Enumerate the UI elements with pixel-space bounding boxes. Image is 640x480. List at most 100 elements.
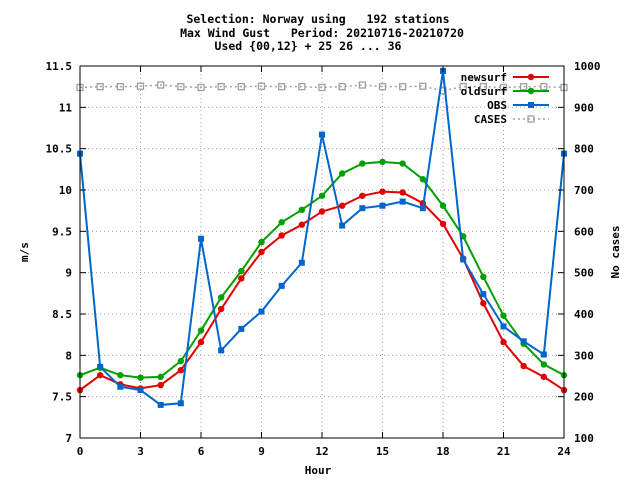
data-point-oldsurf (197, 327, 205, 334)
data-point-cases (157, 81, 165, 89)
data-point-newsurf (258, 248, 265, 256)
data-point-obs (319, 131, 325, 138)
data-point-newsurf (379, 188, 386, 195)
data-point-obs (238, 325, 245, 332)
series-oldsurf (76, 158, 568, 381)
x-tick-label: 3 (137, 445, 144, 458)
data-point-obs (520, 338, 527, 345)
data-point-obs (500, 323, 507, 330)
grid (80, 66, 564, 438)
data-point-obs (97, 363, 104, 370)
title-line-3: Used {00,12} + 25 26 ... 36 (215, 39, 402, 53)
data-point-obs (379, 202, 386, 209)
x-tick-label: 12 (315, 445, 328, 458)
data-point-newsurf (238, 275, 245, 282)
legend-swatch-marker (527, 87, 535, 95)
data-point-oldsurf (540, 361, 548, 368)
y2-tick-label: 100 (574, 432, 594, 445)
data-point-cases (499, 83, 508, 92)
data-point-cases (419, 82, 427, 90)
y2-tick-label: 500 (574, 267, 594, 280)
y2-tick-label: 1000 (574, 60, 601, 73)
data-point-newsurf (359, 192, 366, 199)
data-point-cases (318, 83, 326, 92)
data-point-newsurf (520, 362, 527, 370)
data-point-newsurf (157, 381, 164, 389)
data-point-obs (258, 308, 265, 315)
x-axis-label: Hour (305, 464, 332, 477)
data-point-cases (298, 83, 306, 91)
data-point-oldsurf (298, 206, 306, 214)
data-point-obs (117, 383, 124, 390)
legend-label: newsurf (461, 71, 507, 84)
data-point-obs (339, 222, 346, 229)
data-point-cases (257, 82, 266, 90)
x-tick-label: 21 (497, 445, 511, 458)
data-point-oldsurf (137, 374, 144, 381)
data-point-newsurf (500, 338, 507, 346)
data-point-obs (137, 387, 144, 394)
y2-tick-label: 600 (574, 225, 594, 238)
y2-tick-label: 900 (574, 101, 594, 114)
y2-axis-label: No cases (609, 226, 622, 279)
x-tick-label: 9 (258, 445, 265, 458)
data-point-oldsurf (338, 170, 346, 177)
data-point-cases (378, 83, 387, 91)
series-newsurf (76, 188, 568, 394)
y-tick-label: 8.5 (52, 308, 72, 321)
data-point-cases (278, 83, 286, 91)
y-tick-label: 9.5 (52, 225, 72, 238)
data-point-newsurf (217, 305, 225, 313)
data-point-obs (480, 291, 487, 298)
legend-label: OBS (487, 99, 507, 112)
series-obs (77, 67, 567, 408)
data-point-newsurf (338, 202, 346, 209)
data-point-newsurf (480, 300, 487, 307)
series-cases (76, 81, 568, 95)
data-point-oldsurf (318, 192, 326, 199)
data-point-obs (177, 400, 184, 407)
legend-swatch-marker (528, 102, 534, 108)
data-point-cases (358, 81, 366, 89)
data-point-cases (399, 83, 407, 91)
data-point-obs (298, 259, 305, 266)
y-tick-label: 9 (65, 267, 72, 280)
legend-swatch-marker (527, 73, 535, 81)
data-point-newsurf (197, 338, 205, 346)
data-point-newsurf (298, 221, 306, 228)
data-point-cases (136, 82, 145, 90)
legend-item-obs: OBS (487, 99, 549, 112)
data-point-cases (96, 83, 104, 91)
axis-ticks: 0 3 6 9 12 15 18 21 24 7 7.5 8 8.5 9 9.5 10 10.5 11 11.5 10… (46, 60, 601, 458)
data-point-obs (460, 256, 467, 263)
y-tick-label: 10 (59, 184, 72, 197)
data-point-oldsurf (157, 373, 164, 381)
data-point-oldsurf (278, 219, 285, 226)
y-tick-label: 11 (59, 101, 73, 114)
y2-tick-label: 400 (574, 308, 594, 321)
chart-title: Selection: Norway using 192 stations Max… (180, 12, 464, 53)
data-point-oldsurf (480, 273, 487, 280)
y-axis-label: m/s (18, 242, 31, 262)
title-line-1: Selection: Norway using 192 stations (186, 12, 449, 26)
x-tick-label: 24 (557, 445, 571, 458)
data-point-oldsurf (177, 357, 185, 365)
legend-label: CASES (474, 113, 507, 126)
legend-label: oldsurf (461, 85, 507, 98)
title-line-2: Max Wind Gust Period: 20210716-20210720 (180, 26, 464, 40)
data-point-obs (157, 401, 164, 408)
y-tick-label: 7 (65, 432, 72, 445)
data-point-cases (520, 83, 528, 91)
y-tick-label: 7.5 (52, 391, 72, 404)
data-point-obs (419, 205, 426, 212)
y2-tick-label: 700 (574, 184, 594, 197)
x-tick-label: 0 (77, 445, 84, 458)
series-line-cases (79, 84, 565, 92)
data-point-oldsurf (258, 238, 265, 246)
y-tick-label: 10.5 (46, 143, 73, 156)
data-point-newsurf (399, 189, 406, 196)
data-point-cases (116, 83, 124, 91)
y2-tick-label: 300 (574, 349, 594, 362)
data-point-cases (177, 83, 185, 91)
